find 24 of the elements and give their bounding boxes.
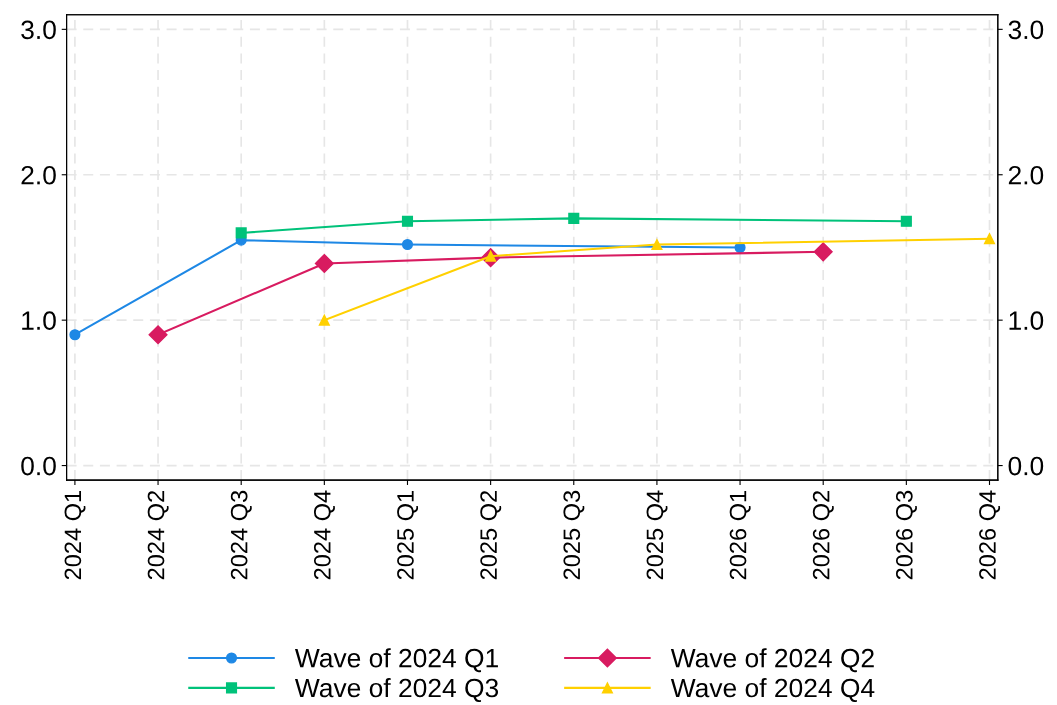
y-tick-label: 2.0	[21, 165, 56, 185]
x-tick-label: 2025 Q3	[563, 490, 585, 580]
y-tick-label: 3.0	[21, 20, 56, 40]
x-tick-label: 2024 Q1	[64, 490, 86, 580]
x-tick-label: 2026 Q1	[729, 490, 751, 580]
legend-label: Wave of 2024 Q3	[294, 678, 499, 703]
legend-label: Wave of 2024 Q4	[670, 678, 875, 703]
x-tick-label: 2026 Q3	[895, 490, 917, 580]
x-tick-label: 2025 Q1	[397, 490, 419, 580]
legend-label: Wave of 2024 Q2	[670, 648, 874, 673]
x-tick-label: 2026 Q2	[812, 491, 834, 580]
x-tick-label: 2026 Q4	[979, 490, 1001, 580]
y2-tick-label: 0.0	[1008, 456, 1044, 476]
x-tick-label: 2024 Q4	[313, 490, 335, 580]
x-tick-label: 2024 Q2	[147, 491, 169, 580]
x-tick-label: 2025 Q4	[646, 490, 668, 580]
y2-tick-label: 2.0	[1008, 165, 1044, 185]
y-tick-label: 1.0	[22, 311, 56, 330]
x-tick-label: 2024 Q3	[230, 490, 252, 580]
y2-tick-label: 1.0	[1009, 311, 1044, 330]
y2-tick-label: 3.0	[1008, 20, 1044, 40]
y-tick-label: 0.0	[21, 456, 56, 476]
x-tick-label: 2025 Q2	[480, 491, 502, 580]
legend-label: Wave of 2024 Q1	[294, 648, 498, 673]
